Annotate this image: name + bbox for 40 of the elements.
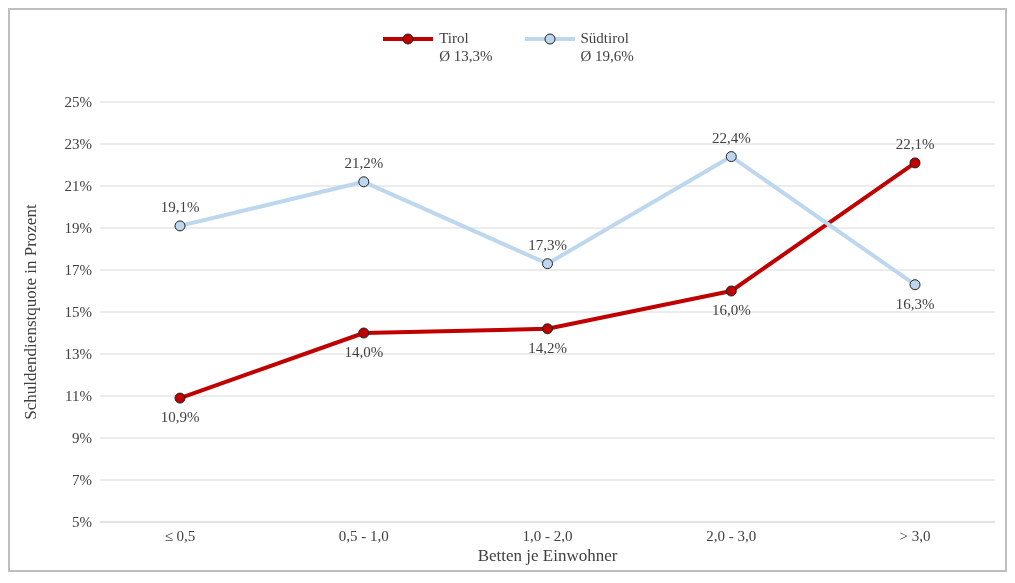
data-label: 17,3% (528, 236, 567, 253)
data-label: 16,3% (895, 295, 935, 312)
y-tick-label: 15% (64, 304, 92, 321)
x-tick-label: ≤ 0,5 (164, 527, 196, 544)
y-tick-label: 19% (64, 220, 92, 237)
point (909, 279, 921, 291)
data-label: 22,4% (711, 129, 751, 146)
x-tick-label: 0,5 - 1,0 (338, 527, 389, 544)
data-label: 19,1% (160, 198, 200, 215)
y-tick-label: 13% (64, 346, 92, 363)
x-axis-title: Betten je Einwohner (477, 546, 618, 565)
data-label: 14,0% (344, 344, 384, 360)
point (725, 285, 737, 297)
y-axis-title: Schuldendienstquote in Prozent (21, 204, 41, 420)
y-tick-label: 5% (72, 514, 92, 531)
point (909, 157, 921, 169)
y-tick-label: 17% (64, 262, 92, 279)
legend-label: Südtirol Ø 19,6% (580, 29, 634, 65)
data-label: 14,2% (528, 339, 567, 356)
point (542, 323, 553, 335)
point (174, 392, 186, 404)
data-label: 10,9% (160, 409, 200, 426)
point (725, 151, 737, 163)
data-label: 16,0% (711, 302, 751, 318)
x-tick-label: 1,0 - 2,0 (522, 527, 573, 544)
y-tick-label: 25% (64, 94, 92, 111)
y-tick-label: 23% (64, 136, 92, 153)
data-label: 22,1% (895, 135, 935, 152)
point (358, 327, 370, 339)
point (358, 176, 370, 188)
x-tick-label: 2,0 - 3,0 (706, 527, 757, 544)
legend-label: Tirol Ø 13,3% (439, 29, 493, 65)
x-tick-label: > 3,0 (899, 527, 931, 544)
y-tick-label: 11% (65, 388, 92, 405)
y-tick-label: 21% (64, 178, 92, 195)
point (542, 258, 553, 270)
point (174, 220, 186, 232)
y-tick-label: 7% (72, 472, 92, 489)
y-tick-label: 9% (72, 430, 92, 447)
data-label: 21,2% (344, 154, 384, 171)
